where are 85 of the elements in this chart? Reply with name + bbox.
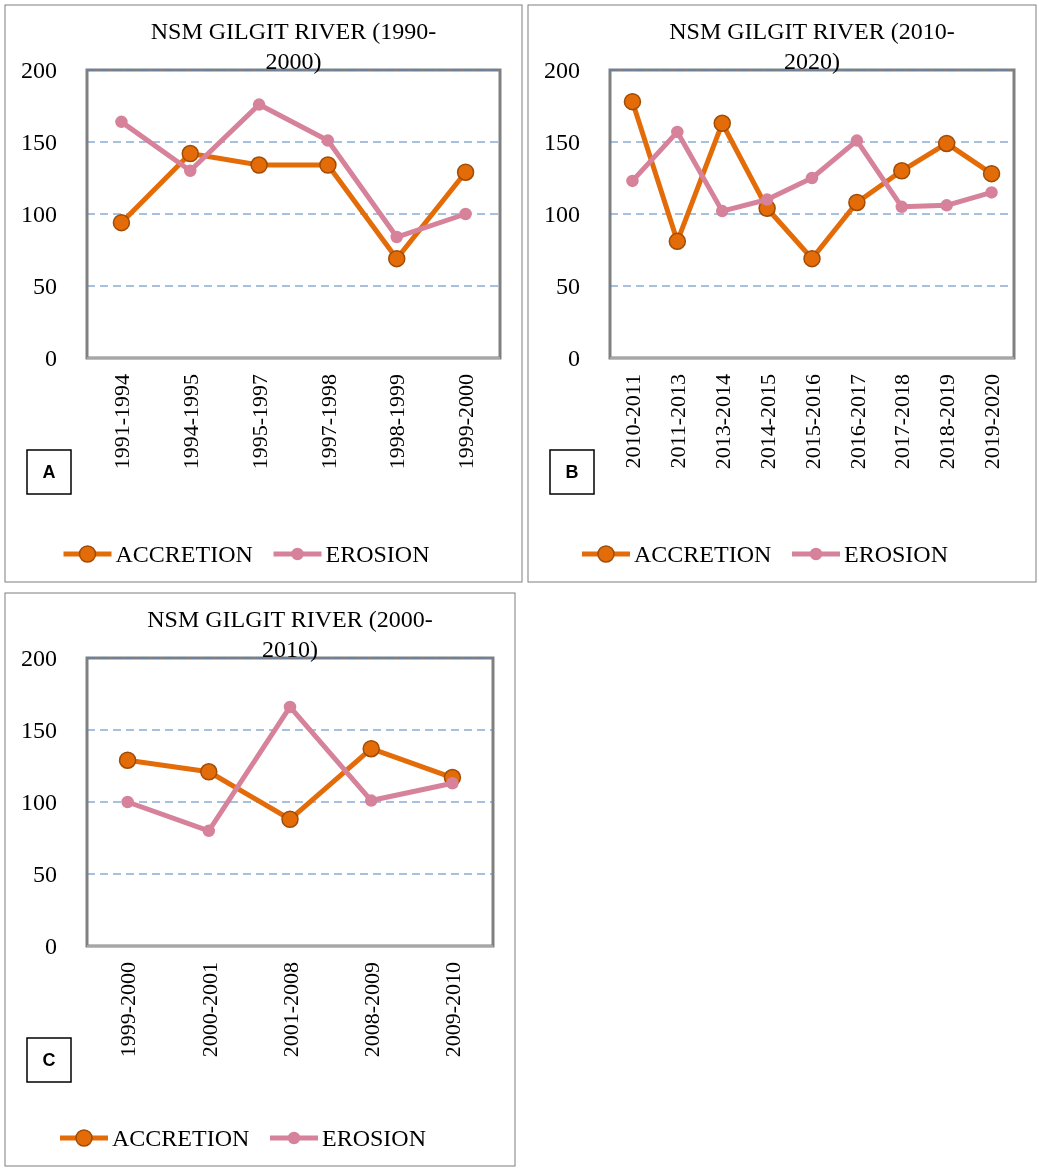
y-tick-label: 0: [45, 345, 57, 372]
text: C: [42, 1050, 56, 1071]
point: [940, 199, 953, 212]
text: B: [565, 462, 579, 483]
x-tick-label: 2009-2010: [440, 962, 466, 1058]
point: [937, 134, 956, 153]
point: [893, 162, 911, 180]
y-tick-label: 50: [556, 273, 580, 300]
x-tick-label: 2011-2013: [665, 374, 691, 469]
point: [321, 134, 335, 147]
point: [281, 810, 299, 829]
point: [848, 193, 866, 212]
point: [184, 164, 197, 178]
legend-label: EROSION: [322, 1125, 427, 1152]
legend-label: ACCRETION: [115, 541, 253, 568]
point: [456, 163, 475, 181]
point: [713, 114, 731, 133]
x-tick-label: 2015-2016: [799, 374, 825, 470]
chart-title: NSM GILGIT RIVER (2000-2010): [147, 606, 433, 662]
x-tick-label: 1999-2000: [115, 962, 141, 1058]
point: [319, 156, 337, 174]
legend-label: ACCRETION: [634, 541, 772, 568]
point: [388, 249, 406, 268]
point: [250, 156, 268, 174]
y-tick-label: 50: [33, 273, 57, 300]
y-tick-label: 150: [21, 717, 57, 744]
y-tick-label: 50: [33, 861, 57, 888]
legend-label: EROSION: [844, 541, 949, 568]
x-tick-label: 2016-2017: [844, 374, 870, 470]
x-tick-label: 1995-1997: [246, 374, 272, 470]
legend-label: EROSION: [325, 541, 430, 568]
x-tick-label: 2013-2014: [709, 374, 735, 470]
text: A: [42, 462, 56, 483]
point: [982, 164, 1001, 183]
chart-title: NSM GILGIT RIVER (2010-2020): [669, 18, 955, 74]
point: [283, 700, 297, 714]
point: [459, 207, 472, 221]
point: [181, 144, 199, 163]
y-tick-label: 0: [568, 345, 580, 372]
y-tick-label: 200: [21, 645, 57, 672]
x-tick-label: 1998-1999: [384, 374, 410, 470]
x-tick-label: 2001-2008: [277, 962, 303, 1058]
x-tick-label: 2000-2001: [196, 962, 222, 1058]
x-tick-label: 2019-2020: [979, 374, 1005, 470]
y-tick-label: 0: [45, 933, 57, 960]
y-tick-label: 150: [544, 129, 580, 156]
point: [112, 213, 131, 232]
x-tick-label: 2018-2019: [934, 374, 960, 470]
point: [118, 751, 137, 769]
point: [985, 186, 998, 199]
y-tick-label: 100: [21, 789, 57, 816]
point: [805, 171, 819, 185]
point: [362, 739, 380, 758]
x-tick-label: 2010-2011: [620, 374, 646, 469]
point: [626, 174, 639, 188]
x-tick-label: 2017-2018: [889, 374, 915, 470]
x-tick-label: 1991-1994: [109, 374, 135, 470]
x-tick-label: 1997-1998: [315, 374, 341, 470]
point: [390, 230, 403, 244]
x-tick-label: 1994-1995: [177, 374, 203, 470]
point: [803, 249, 821, 268]
legend-label: ACCRETION: [112, 1125, 250, 1152]
point: [121, 795, 134, 809]
point: [200, 763, 218, 781]
x-tick-label: 1999-2000: [453, 374, 479, 470]
y-tick-label: 100: [21, 201, 57, 228]
point: [446, 777, 459, 790]
chart-title: NSM GILGIT RIVER (1990-2000): [150, 18, 437, 74]
point: [715, 204, 729, 218]
y-tick-label: 100: [544, 201, 580, 228]
y-tick-label: 150: [21, 129, 57, 156]
point: [760, 193, 774, 206]
x-tick-label: 2014-2015: [754, 374, 780, 470]
point: [895, 200, 909, 214]
point: [252, 98, 266, 111]
point: [671, 125, 684, 139]
point: [115, 115, 128, 129]
x-tick-label: 2008-2009: [358, 962, 384, 1058]
point: [364, 794, 378, 807]
y-tick-label: 200: [21, 57, 57, 84]
point: [202, 824, 216, 838]
y-tick-label: 200: [544, 57, 580, 84]
point: [850, 134, 864, 147]
point: [623, 92, 642, 111]
point: [668, 232, 687, 251]
